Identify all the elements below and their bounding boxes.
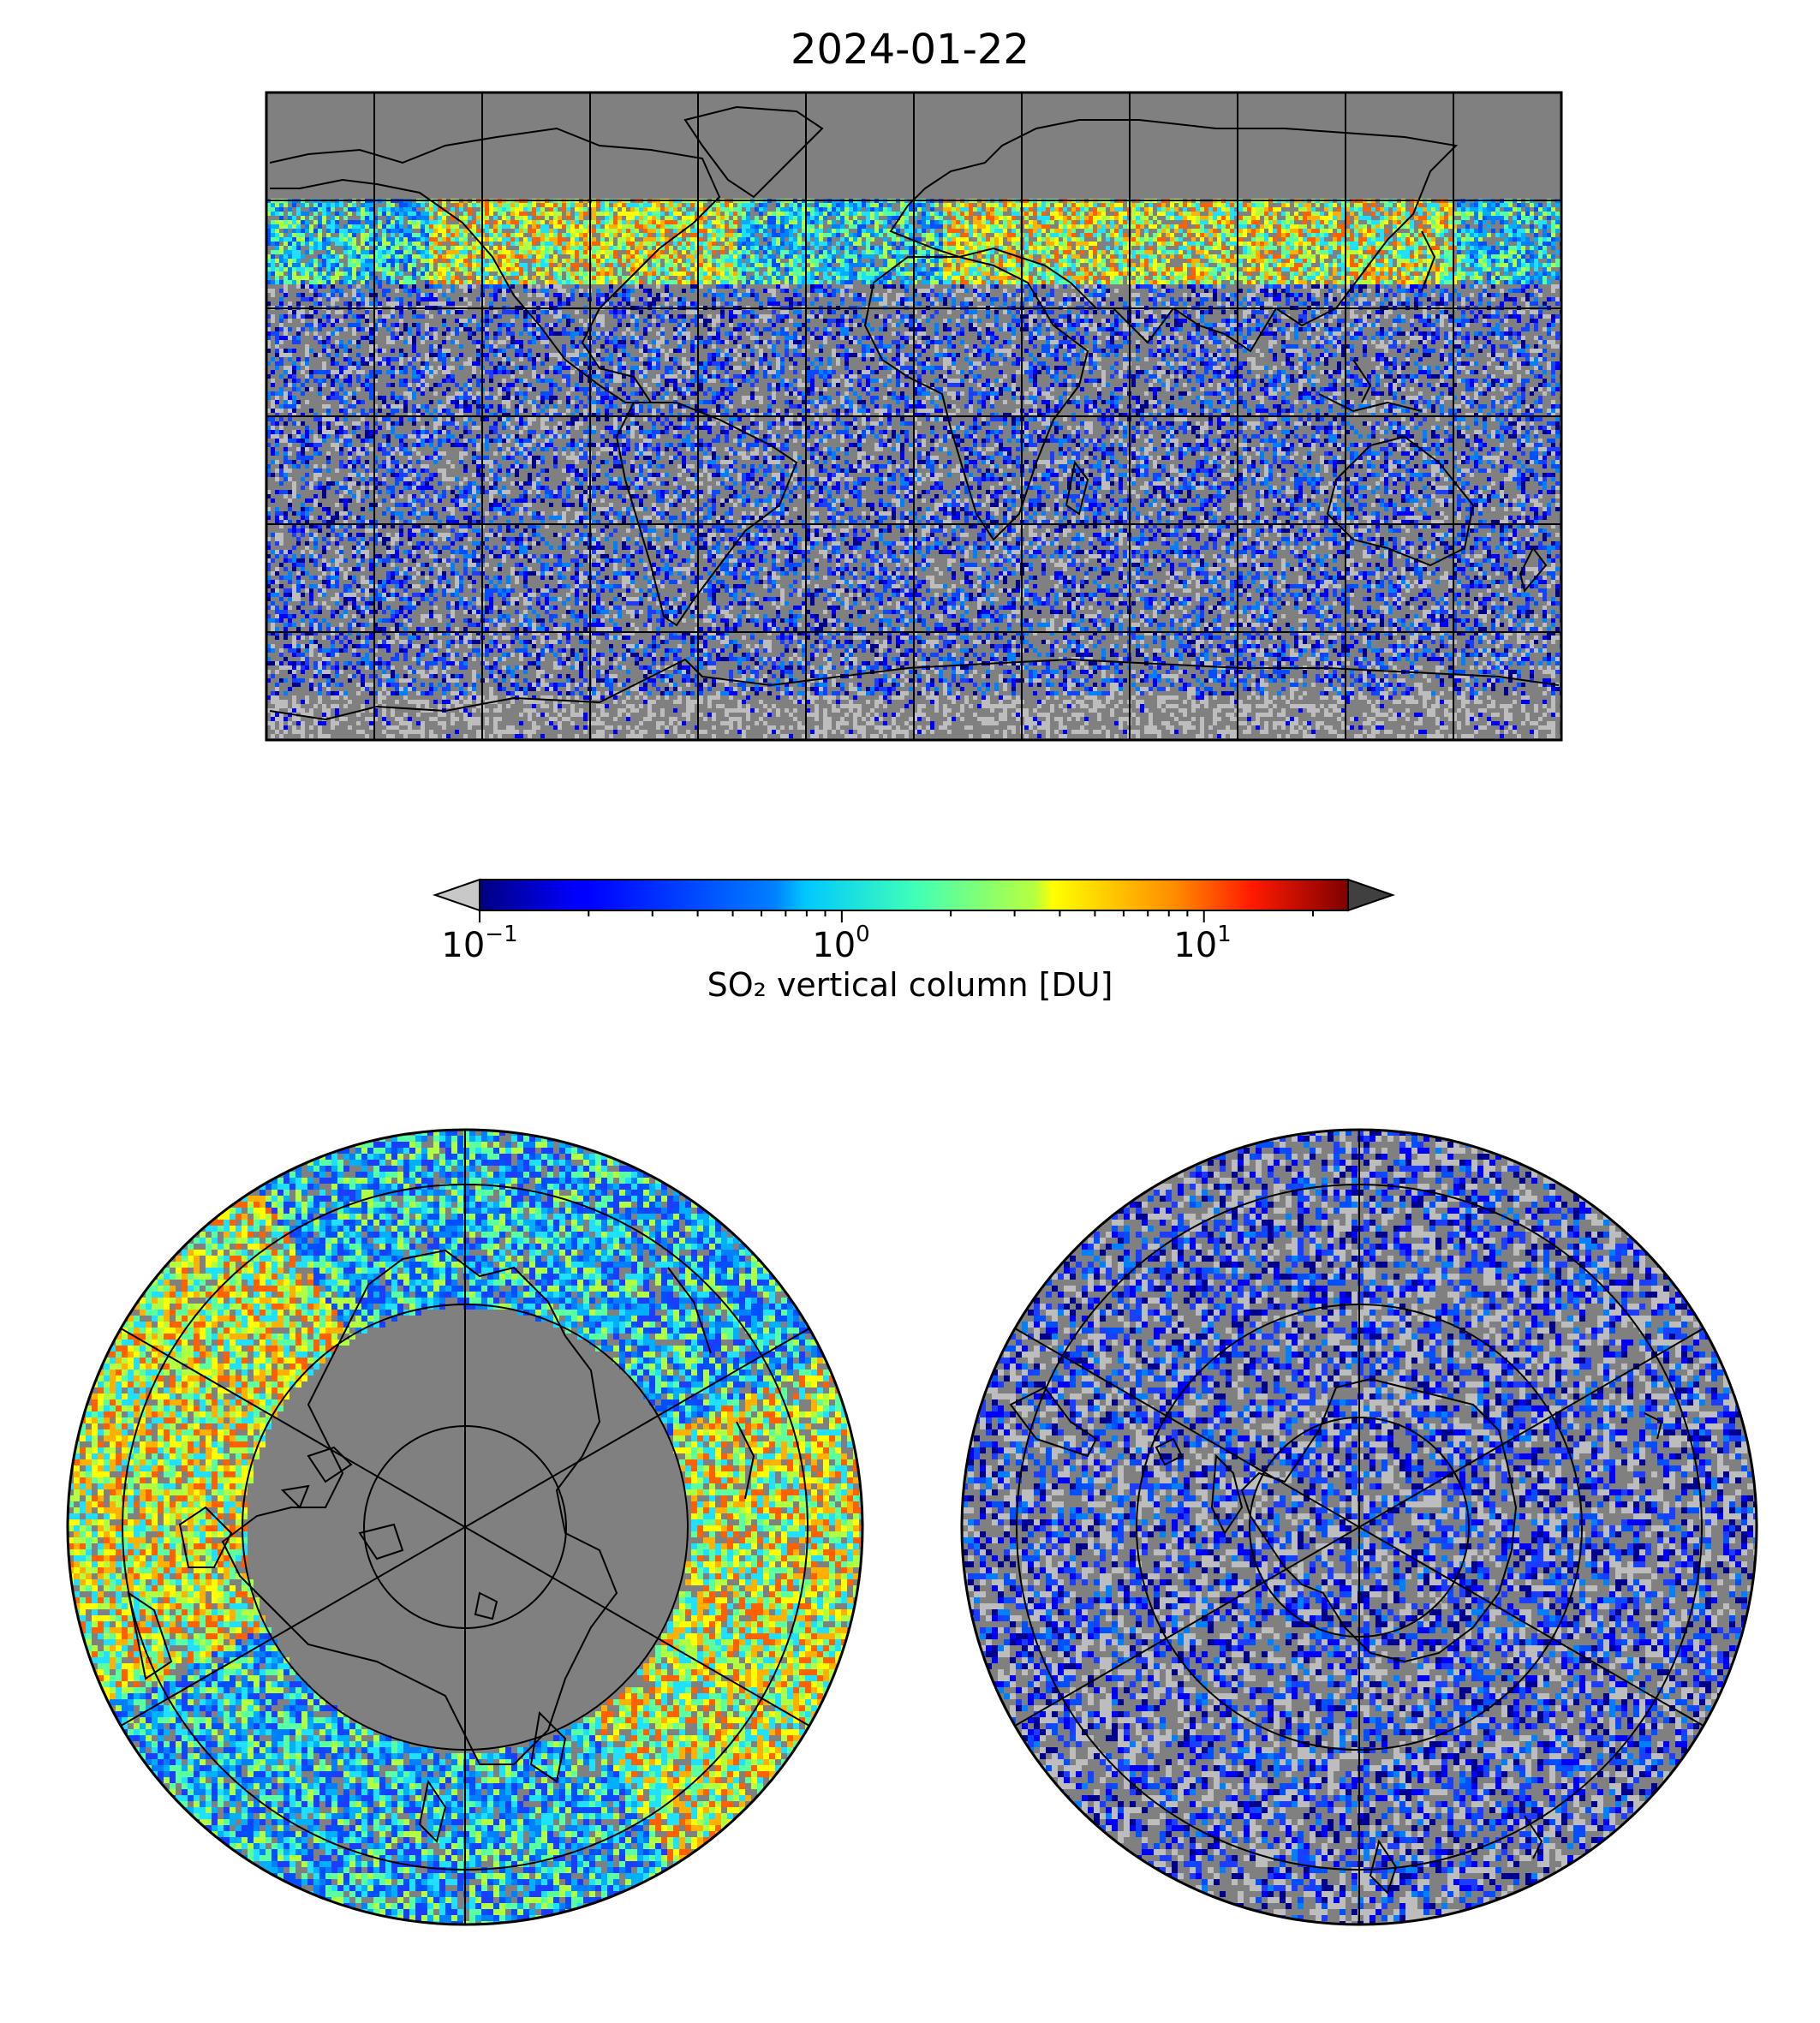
global-map-frame — [265, 91, 1563, 742]
colorbar-tick-label-2: 101 — [1173, 922, 1231, 970]
global-map-graticule — [266, 92, 1561, 740]
colorbar-under-triangle — [432, 878, 480, 912]
south-polar-frame — [960, 1128, 1758, 1926]
south-polar-coastlines — [1009, 1377, 1663, 1895]
colorbar-frame — [479, 879, 1349, 911]
colorbar-label: SO₂ vertical column [DU] — [0, 965, 1820, 1005]
colorbar-tick-label-0: 10−1 — [441, 922, 517, 970]
global-map — [265, 91, 1563, 742]
south-polar-map — [960, 1128, 1758, 1926]
south-polar-graticule — [1014, 1130, 1704, 1925]
north-polar-frame — [66, 1128, 864, 1926]
north-polar-graticule — [120, 1130, 810, 1925]
figure-title: 2024-01-22 — [0, 26, 1820, 74]
colorbar — [432, 878, 1396, 922]
colorbar-tick-label-1: 100 — [812, 922, 869, 970]
north-polar-coastlines — [127, 1249, 755, 1843]
colorbar-gradient — [480, 880, 1348, 910]
global-map-so2-pixels — [266, 199, 1561, 738]
north-polar-map — [66, 1128, 864, 1926]
colorbar-ticks — [479, 910, 1315, 922]
colorbar-over-triangle — [1347, 878, 1396, 912]
